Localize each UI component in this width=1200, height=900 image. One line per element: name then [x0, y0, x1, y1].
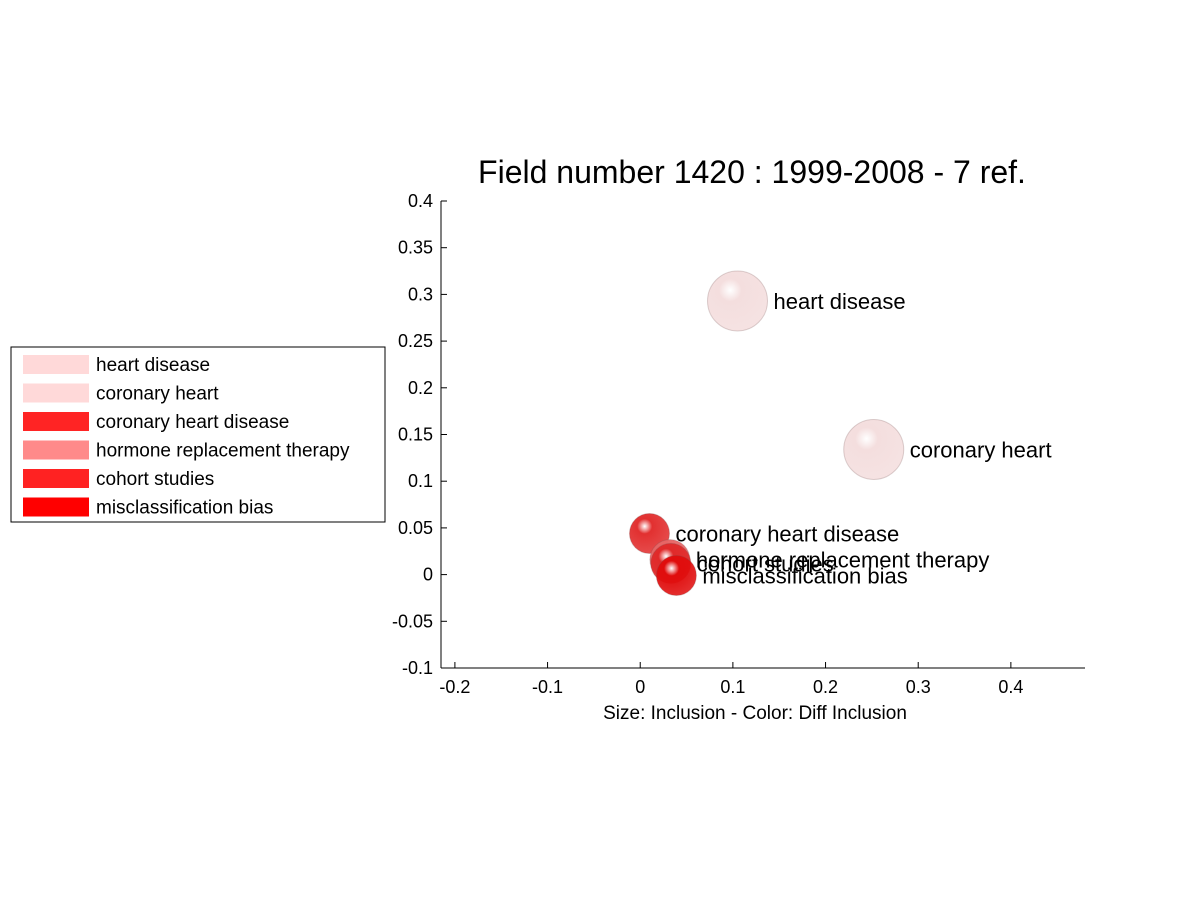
data-point: [655, 555, 697, 597]
x-axis-label: Size: Inclusion - Color: Diff Inclusion: [603, 703, 907, 724]
y-tick-label: -0.05: [392, 611, 433, 631]
y-tick-label: 0.05: [398, 518, 433, 538]
legend-label: coronary heart: [96, 384, 219, 405]
legend: heart disease coronary heart coronary hear…: [10, 346, 386, 523]
y-tick-label: 0.25: [398, 331, 433, 351]
y-tick-label: 0.15: [398, 425, 433, 445]
legend-swatch: [23, 469, 89, 488]
legend-swatch: [23, 383, 89, 403]
data-point: [843, 418, 905, 480]
y-ticks: -0.1 -0.05 0 0.05 0.1 0.15 0.2 0.25 0.3 0.35 0.4: [392, 191, 447, 678]
x-tick-label: 0.3: [906, 677, 931, 697]
y-tick-label: -0.1: [402, 658, 433, 678]
data-point: [707, 270, 769, 332]
legend-label: misclassification bias: [96, 498, 273, 519]
legend-label: cohort studies: [96, 469, 214, 490]
legend-items: heart disease coronary heart coronary hear…: [23, 355, 350, 519]
plot-axes: -0.2 -0.1 0 0.1 0.2 0.3 0.4 -0.1 -0.05 0 0.05 0.1 0…: [392, 191, 1085, 697]
y-tick-label: 0.35: [398, 238, 433, 258]
x-tick-label: 0: [635, 677, 645, 697]
x-ticks: -0.2 -0.1 0 0.1 0.2 0.3 0.4: [439, 662, 1023, 697]
point-label: misclassification bias: [702, 564, 907, 589]
y-tick-label: 0.4: [408, 191, 433, 211]
chart-title: Field number 1420 : 1999-2008 - 7 ref.: [478, 154, 1026, 190]
y-tick-label: 0.3: [408, 284, 433, 304]
x-tick-label: -0.2: [439, 677, 470, 697]
legend-label: heart disease: [96, 355, 210, 376]
legend-box: [10, 346, 386, 523]
data-points: heart disease coronary heart coronary hear…: [628, 270, 1052, 597]
point-label: cohort studies: [697, 551, 834, 576]
x-tick-label: 0.4: [998, 677, 1023, 697]
y-tick-label: 0: [423, 565, 433, 585]
y-tick-label: 0.2: [408, 378, 433, 398]
point-label: coronary heart disease: [675, 522, 899, 547]
x-tick-label: 0.1: [720, 677, 745, 697]
point-label: hormone replacement therapy: [696, 548, 990, 573]
legend-swatch: [23, 440, 89, 460]
legend-swatch: [23, 355, 89, 374]
legend-swatch: [23, 412, 89, 431]
x-tick-label: -0.1: [532, 677, 563, 697]
point-label: coronary heart: [910, 437, 1052, 462]
legend-label: coronary heart disease: [96, 412, 289, 433]
legend-label: hormone replacement therapy: [96, 441, 350, 462]
legend-swatch: [23, 497, 89, 517]
y-tick-label: 0.1: [408, 471, 433, 491]
point-label: heart disease: [774, 289, 906, 314]
x-tick-label: 0.2: [813, 677, 838, 697]
